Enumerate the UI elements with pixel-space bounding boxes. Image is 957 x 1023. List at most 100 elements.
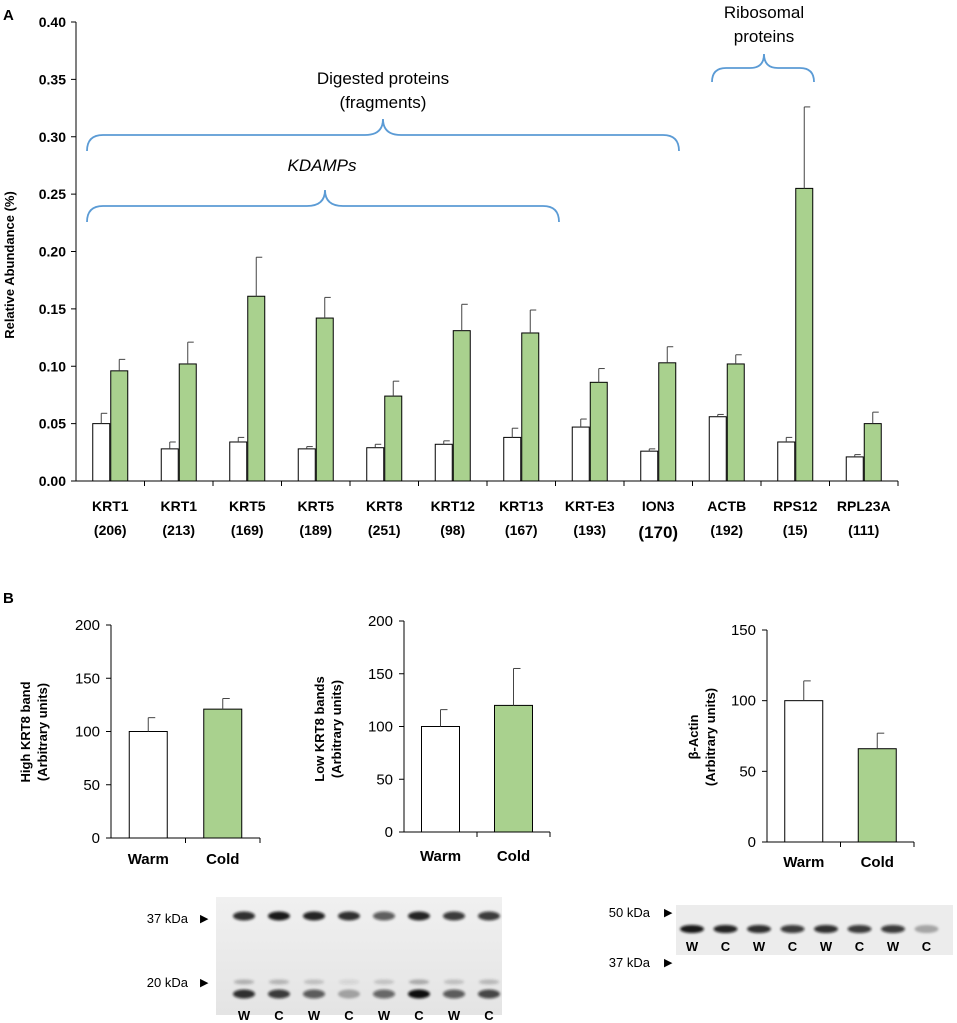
actin-blot-lane-label-7: W xyxy=(887,939,900,954)
actin-blot-lane-label-5: W xyxy=(820,939,833,954)
b-chart-2-y-tick-label: 0 xyxy=(748,834,756,851)
actin-blot-marker-50: 50 kDa xyxy=(609,905,651,920)
category-sublabel-11: (15) xyxy=(783,522,808,538)
category-sublabel-10: (192) xyxy=(710,522,743,538)
krt8-high-band-lane-3 xyxy=(303,911,325,921)
category-sublabel-4: (189) xyxy=(299,522,332,538)
category-label-4: KRT5 xyxy=(297,498,334,514)
beta-actin-y-label-line1: β-Actin xyxy=(686,715,701,760)
b-chart-1-bar-warm xyxy=(421,726,460,833)
actin-band-lane-5 xyxy=(814,925,838,933)
actin-blot-lane-label-2: C xyxy=(721,939,731,954)
actin-blot-lane-label-1: W xyxy=(686,939,699,954)
category-sublabel-8: (193) xyxy=(573,522,606,538)
b-chart-0-category-cold: Cold xyxy=(206,851,239,868)
low-krt8-y-label-line2: (Arbitrary units) xyxy=(329,680,344,778)
bar-cold-8 xyxy=(589,381,608,482)
krt8-high-band-lane-4 xyxy=(338,911,360,921)
panel-b: B High KRT8 band (Arbitrary units) 0 50 10… xyxy=(3,590,953,1023)
b-chart-1-y-tick-label: 0 xyxy=(385,824,393,841)
panel-a-letter: A xyxy=(3,7,14,24)
b-chart-0-category-warm: Warm xyxy=(128,851,169,868)
b-chart-2-bar-warm xyxy=(784,700,824,843)
bar-cold-10 xyxy=(726,363,745,482)
krt8-low-faint-band-lane-7 xyxy=(444,979,464,985)
b-chart-1-category-warm: Warm xyxy=(420,848,461,865)
panel-a-y-tick-label: 0.10 xyxy=(39,358,66,374)
krt8-blot-lane-label-1: W xyxy=(238,1008,251,1023)
krt8-blot-marker-37-arrow: ▶ xyxy=(200,913,209,925)
bar-warm-5 xyxy=(366,447,385,482)
krt8-low-faint-band-lane-2 xyxy=(269,979,289,985)
bar-warm-1 xyxy=(92,423,111,482)
b-chart-1-category-cold: Cold xyxy=(497,848,530,865)
b-chart-1-bar-cold xyxy=(494,704,533,833)
low-krt8-y-label-line1: Low KRT8 bands xyxy=(312,676,327,781)
bar-cold-11 xyxy=(795,187,814,482)
bar-cold-9 xyxy=(658,362,677,482)
krt8-low-band-lane-5 xyxy=(373,989,395,999)
category-sublabel-2: (213) xyxy=(162,522,195,538)
krt8-low-faint-band-lane-4 xyxy=(339,979,359,985)
b-chart-2-y-tick-label: 50 xyxy=(739,763,756,780)
bar-cold-12 xyxy=(863,423,882,482)
kdamps-bracket xyxy=(86,189,560,223)
b-chart-2-category-cold: Cold xyxy=(861,854,894,871)
b-chart-2-y-tick-label: 150 xyxy=(731,622,756,639)
bar-cold-6 xyxy=(452,330,471,482)
actin-western-blot: 50 kDa ▶ 37 kDa ▶ W C W C W C W C xyxy=(609,905,953,970)
krt8-low-band-lane-1 xyxy=(233,989,255,999)
beta-actin-y-label-line2: (Arbitrary units) xyxy=(703,688,718,786)
krt8-high-band-lane-2 xyxy=(268,911,290,921)
krt8-high-band-lane-7 xyxy=(443,911,465,921)
low-krt8-bands-chart: Low KRT8 bands (Arbitrary units) 0 50 100 1… xyxy=(312,613,551,865)
bar-warm-8 xyxy=(571,426,590,482)
krt8-blot-marker-20: 20 kDa xyxy=(147,975,189,990)
b-chart-0-bar-warm xyxy=(128,731,168,839)
krt8-western-blot: 37 kDa ▶ 20 kDa ▶ W C W C W C W C xyxy=(147,897,502,1023)
category-sublabel-9: (170) xyxy=(638,523,678,542)
krt8-low-faint-band-lane-1 xyxy=(234,979,254,985)
krt8-low-band-lane-8 xyxy=(478,989,500,999)
b-chart-0-y-tick-label: 150 xyxy=(75,670,100,687)
actin-band-lane-6 xyxy=(847,925,872,933)
category-sublabel-5: (251) xyxy=(368,522,401,538)
category-label-5: KRT8 xyxy=(366,498,403,514)
category-sublabel-3: (169) xyxy=(231,522,264,538)
b-chart-1-y-tick-label: 150 xyxy=(368,666,393,683)
bar-warm-10 xyxy=(708,416,727,482)
krt8-blot-bands xyxy=(233,911,500,999)
bar-warm-3 xyxy=(229,441,248,482)
krt8-blot-lane-label-7: W xyxy=(448,1008,461,1023)
b-chart-1-y-tick-label: 200 xyxy=(368,613,393,630)
krt8-blot-lane-label-3: W xyxy=(308,1008,321,1023)
bar-warm-2 xyxy=(160,448,179,482)
category-label-11: RPS12 xyxy=(773,498,818,514)
actin-band-lane-7 xyxy=(881,925,905,933)
krt8-high-band-lane-5 xyxy=(373,911,395,921)
panel-a-category-labels: KRT1 (206) KRT1 (213) KRT5 (169) KRT5 (189) KRT8… xyxy=(92,498,891,542)
kdamps-label: KDAMPs xyxy=(288,156,357,175)
category-label-2: KRT1 xyxy=(160,498,197,514)
category-label-9: ION3 xyxy=(642,498,675,514)
category-sublabel-1: (206) xyxy=(94,522,127,538)
panel-a-bars xyxy=(92,106,882,482)
krt8-high-band-lane-6 xyxy=(408,911,430,921)
krt8-blot-lane-label-2: C xyxy=(274,1008,284,1023)
krt8-low-band-lane-3 xyxy=(303,989,325,999)
panel-a-y-tick-label: 0.00 xyxy=(39,473,66,489)
actin-band-lane-3 xyxy=(747,925,771,933)
high-krt8-band-chart: High KRT8 band (Arbitrary units) 0 50 100 1… xyxy=(18,617,261,868)
ribosomal-proteins-bracket xyxy=(711,53,815,83)
b-chart-2-bar-cold xyxy=(857,748,897,843)
category-label-8: KRT-E3 xyxy=(565,498,615,514)
bar-cold-5 xyxy=(384,395,403,482)
panel-a-y-tick-label: 0.35 xyxy=(39,71,66,87)
actin-blot-marker-37-arrow: ▶ xyxy=(664,957,673,969)
actin-band-lane-2 xyxy=(713,925,738,933)
b-chart-0-y-tick-label: 100 xyxy=(75,724,100,741)
panel-b-letter: B xyxy=(3,590,14,607)
category-label-3: KRT5 xyxy=(229,498,266,514)
